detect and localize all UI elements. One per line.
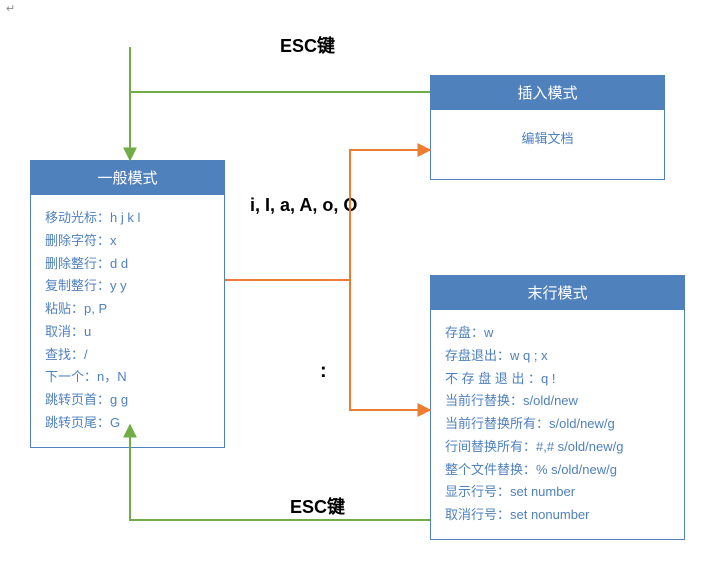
list-item: 移动光标：h j k l [45, 207, 210, 230]
edge-label-to-lastline: : [320, 360, 327, 383]
node-lastline-title: 末行模式 [431, 276, 684, 310]
list-item: 删除整行：d d [45, 253, 210, 276]
edge-orange-to-lastline [350, 280, 430, 410]
node-insert-title: 插入模式 [431, 76, 664, 110]
list-item: 存盘退出：w q ; x [445, 345, 670, 368]
list-item: 存盘：w [445, 322, 670, 345]
list-item: 取消行号：set nonumber [445, 504, 670, 527]
list-item: 行间替换所有：#,# s/old/new/g [445, 436, 670, 459]
edge-label-esc-top: ESC键 [280, 32, 335, 58]
list-item: 跳转页首：g g [45, 389, 210, 412]
node-lastline-mode: 末行模式 存盘：w存盘退出：w q ; x不 存 盘 退 出 ：q !当前行替换… [430, 275, 685, 540]
node-insert-body: 编辑文档 [431, 110, 664, 165]
list-item: 复制整行：y y [45, 275, 210, 298]
node-normal-mode: 一般模式 移动光标：h j k l删除字符：x删除整行：d d复制整行：y y粘… [30, 160, 225, 448]
edge-label-to-insert: i, I, a, A, o, O [250, 195, 357, 216]
list-item: 当前行替换：s/old/new [445, 390, 670, 413]
node-insert-mode: 插入模式 编辑文档 [430, 75, 665, 180]
list-item: 跳转页尾：G [45, 412, 210, 435]
list-item: 不 存 盘 退 出 ：q ! [445, 368, 670, 391]
list-item: 取消：u [45, 321, 210, 344]
list-item: 显示行号：set number [445, 481, 670, 504]
cursor-mark: ↵ [6, 2, 15, 15]
list-item: 整个文件替换：% s/old/new/g [445, 459, 670, 482]
edge-label-esc-bottom: ESC键 [290, 493, 345, 519]
node-lastline-body: 存盘：w存盘退出：w q ; x不 存 盘 退 出 ：q !当前行替换：s/ol… [431, 310, 684, 539]
list-item: 当前行替换所有：s/old/new/g [445, 413, 670, 436]
list-item: 删除字符：x [45, 230, 210, 253]
list-item: 粘贴：p, P [45, 298, 210, 321]
node-normal-body: 移动光标：h j k l删除字符：x删除整行：d d复制整行：y y粘贴：p, … [31, 195, 224, 447]
node-normal-title: 一般模式 [31, 161, 224, 195]
edge-orange-to-insert [350, 150, 430, 280]
list-item: 下一个：n，N [45, 366, 210, 389]
list-item: 查找：/ [45, 344, 210, 367]
